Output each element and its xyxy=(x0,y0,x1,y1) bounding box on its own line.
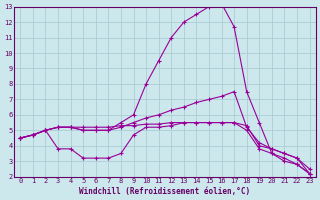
X-axis label: Windchill (Refroidissement éolien,°C): Windchill (Refroidissement éolien,°C) xyxy=(79,187,251,196)
